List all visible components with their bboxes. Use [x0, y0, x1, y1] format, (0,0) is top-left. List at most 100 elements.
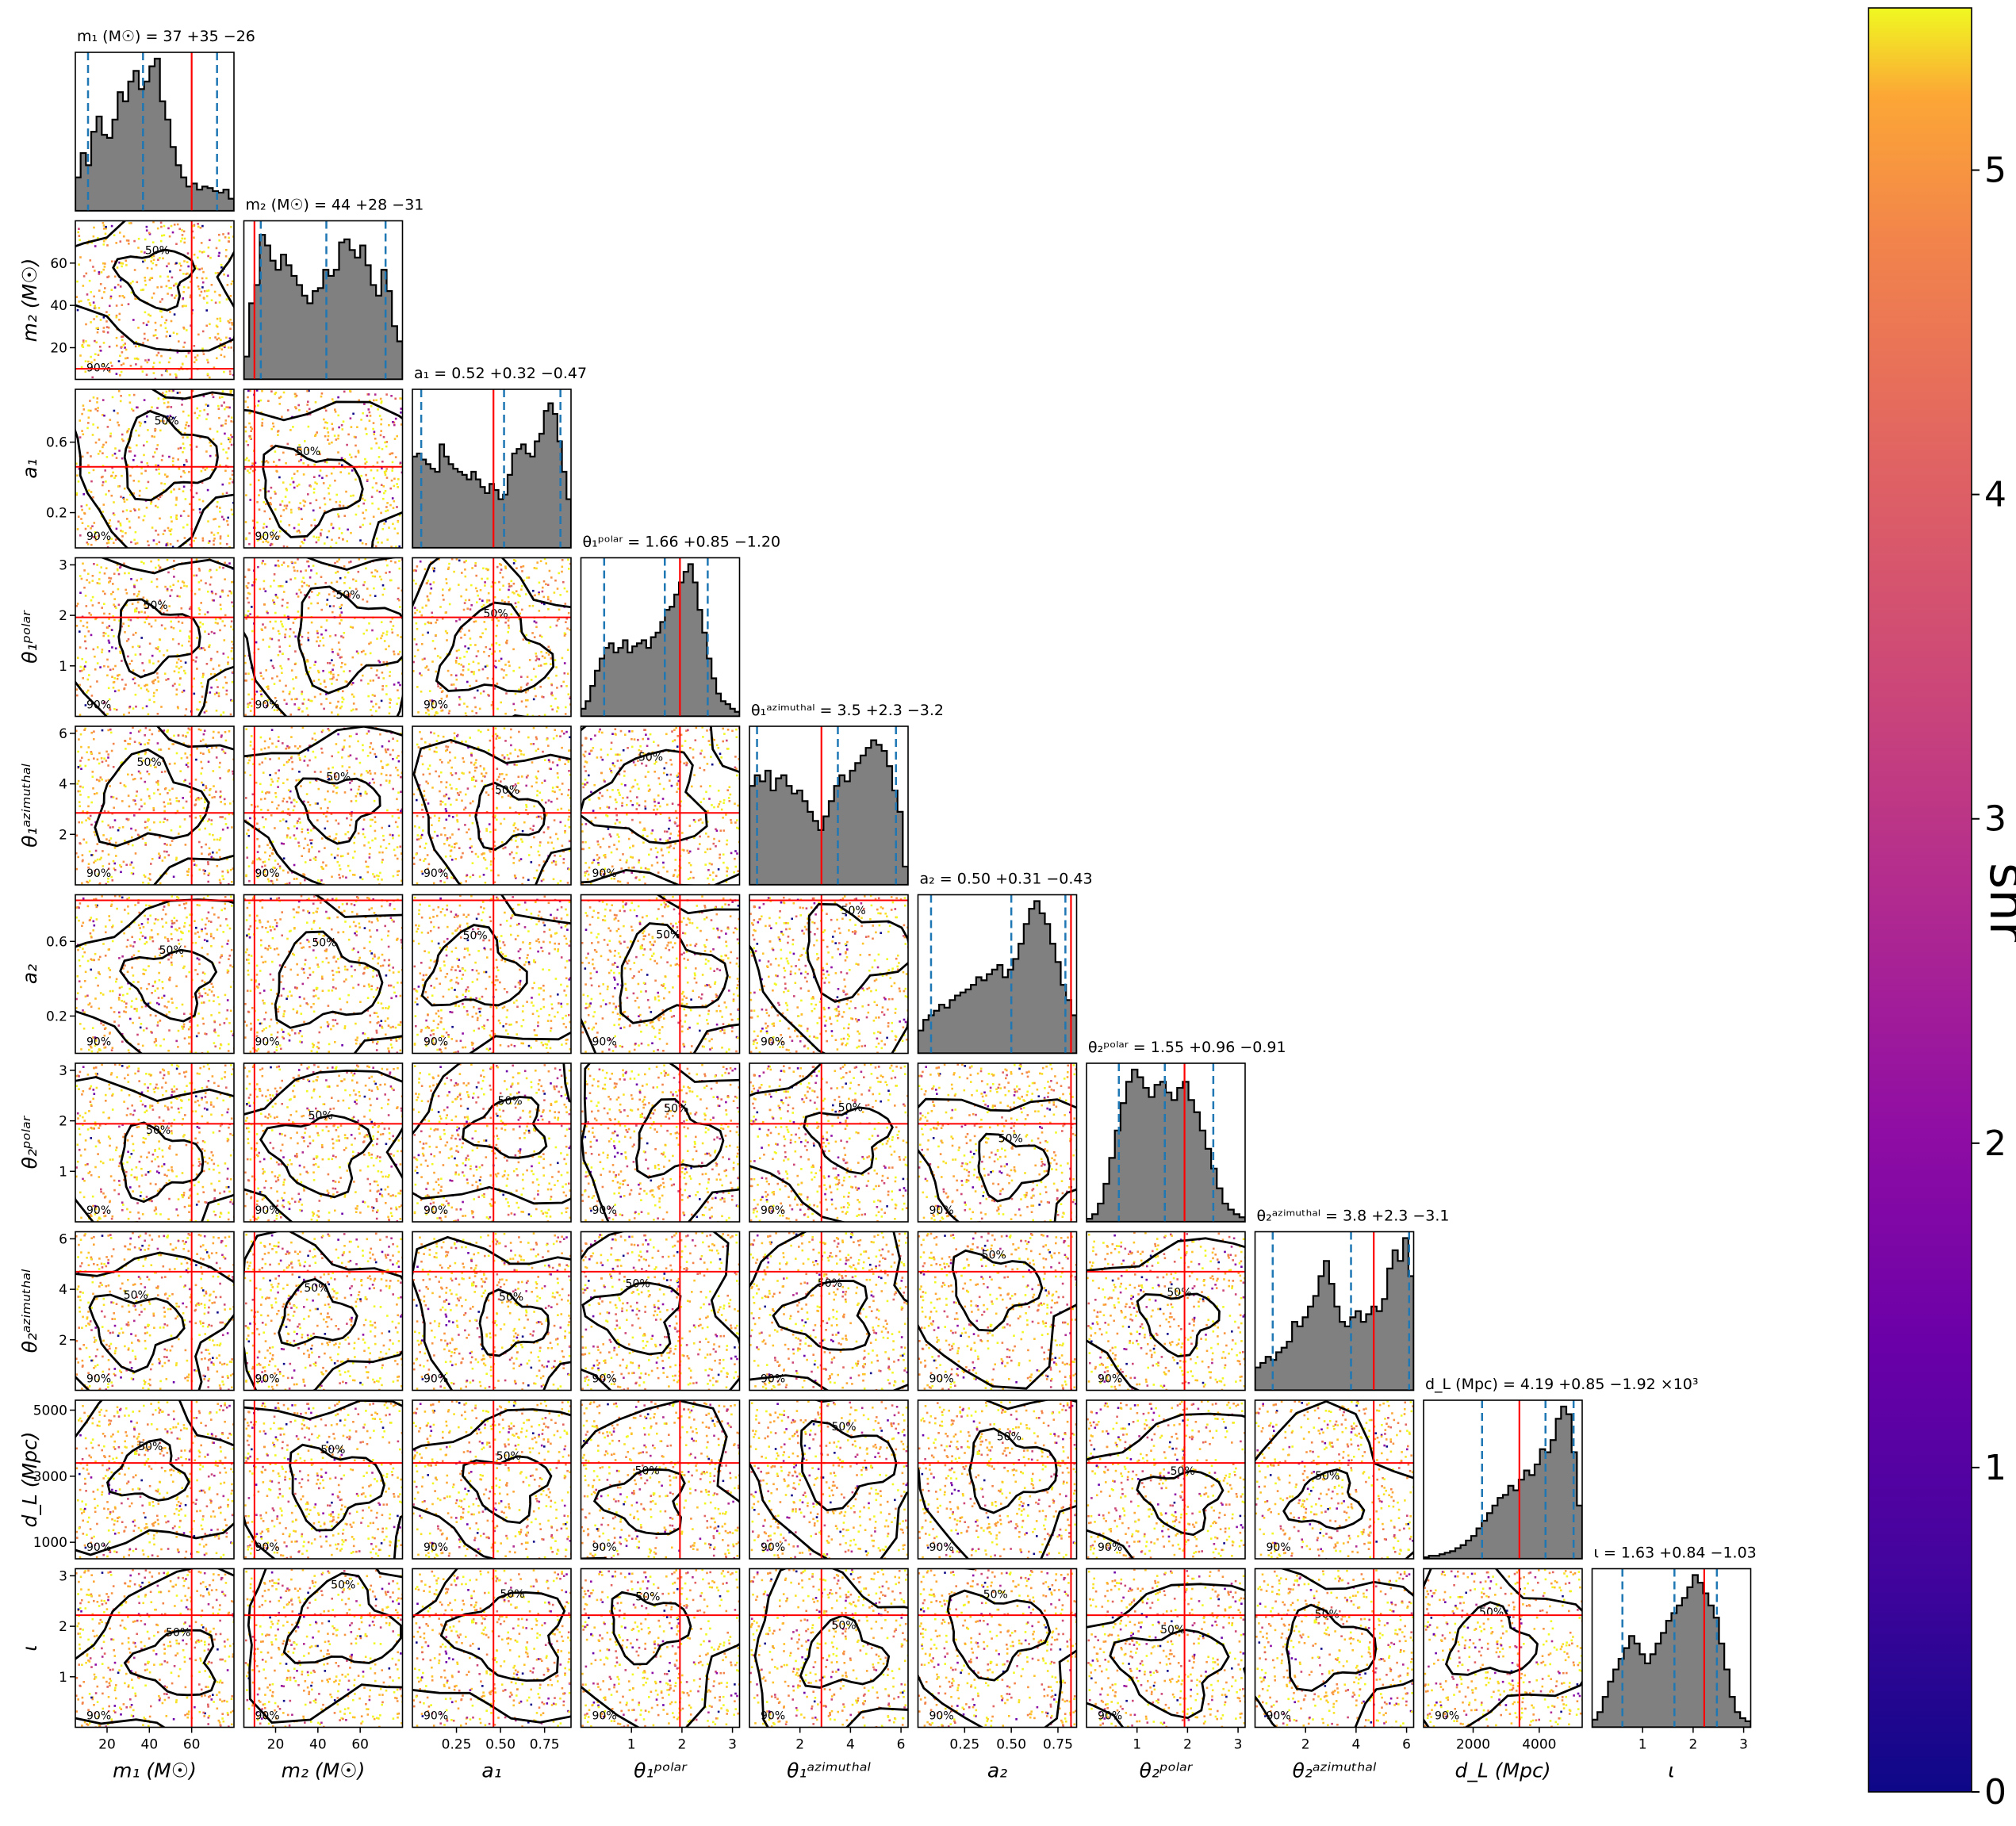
y-tick-label: 4: [59, 777, 67, 793]
scatter-point: [86, 344, 90, 346]
scatter-point: [287, 789, 290, 791]
scatter-point: [547, 677, 550, 679]
scatter-point: [259, 489, 262, 492]
scatter-point: [368, 400, 371, 402]
scatter-point: [535, 567, 538, 570]
scatter-point: [105, 542, 109, 545]
scatter-point: [167, 401, 170, 404]
scatter-point: [339, 606, 341, 608]
contour-label-90: 90%: [424, 867, 448, 880]
scatter-point: [221, 396, 224, 399]
scatter-point: [119, 240, 122, 243]
scatter-point: [310, 842, 312, 844]
scatter-point: [470, 604, 473, 607]
scatter-point: [136, 595, 139, 598]
scatter-point: [102, 342, 105, 344]
scatter-point: [303, 537, 306, 539]
scatter-point: [189, 791, 192, 793]
scatter-point: [102, 503, 105, 506]
scatter-point: [132, 645, 134, 649]
scatter-point: [381, 765, 384, 768]
scatter-point: [146, 266, 149, 270]
scatter-point: [214, 301, 217, 304]
scatter-point: [416, 686, 419, 688]
scatter-point: [258, 857, 260, 859]
scatter-point: [159, 361, 161, 364]
scatter-point: [567, 760, 570, 764]
scatter-point: [102, 262, 105, 265]
scatter-point: [332, 605, 335, 607]
scatter-point: [286, 800, 289, 803]
scatter-point: [119, 279, 122, 281]
scatter-point: [75, 462, 78, 465]
scatter-point: [207, 289, 210, 292]
scatter-point: [474, 761, 477, 764]
scatter-point: [333, 595, 336, 598]
scatter-point: [149, 764, 152, 767]
scatter-point: [219, 507, 221, 509]
scatter-point: [514, 602, 517, 605]
scatter-point: [478, 707, 481, 710]
scatter-point: [380, 400, 383, 403]
scatter-point: [433, 570, 435, 572]
scatter-point: [122, 622, 125, 625]
scatter-point: [92, 469, 95, 472]
scatter-point: [397, 532, 399, 534]
scatter-point: [681, 832, 684, 834]
scatter-point: [77, 657, 79, 659]
scatter-point: [166, 406, 169, 408]
scatter-point: [623, 770, 626, 773]
scatter-point: [211, 599, 214, 602]
scatter-point: [274, 564, 277, 567]
scatter-point: [178, 262, 181, 265]
scatter-point: [141, 706, 144, 710]
scatter-point: [499, 572, 502, 574]
scatter-point: [113, 452, 117, 455]
scatter-point: [192, 508, 195, 511]
scatter-point: [152, 539, 155, 542]
scatter-point: [265, 540, 267, 542]
scatter-point: [128, 711, 130, 714]
scatter-point: [145, 705, 148, 708]
scatter-point: [501, 754, 504, 756]
scatter-point: [248, 422, 251, 425]
scatter-point: [178, 667, 181, 670]
contour-50: [474, 781, 546, 851]
scatter-point: [438, 558, 440, 561]
scatter-point: [343, 745, 346, 748]
scatter-point: [177, 706, 179, 710]
scatter-point: [148, 313, 150, 316]
scatter-point: [145, 618, 148, 620]
scatter-point: [458, 778, 461, 780]
scatter-point: [389, 503, 392, 507]
scatter-point: [374, 772, 377, 775]
scatter-point: [424, 622, 427, 626]
scatter-point: [314, 434, 316, 437]
scatter-point: [513, 592, 515, 595]
scatter-point: [163, 672, 167, 675]
scatter-point: [132, 319, 135, 321]
scatter-point: [401, 659, 403, 661]
scatter-point: [397, 825, 399, 829]
scatter-point: [370, 447, 373, 450]
scatter-point: [393, 438, 397, 440]
scatter-point: [372, 679, 374, 682]
scatter-point: [168, 605, 171, 607]
scatter-point: [89, 685, 92, 688]
scatter-point: [609, 768, 611, 771]
panel-frame: [243, 389, 404, 549]
scatter-point: [369, 652, 372, 655]
scatter-point: [460, 856, 463, 859]
scatter-point: [256, 501, 259, 503]
scatter-point: [265, 503, 267, 506]
scatter-point: [198, 569, 201, 572]
scatter-point: [283, 504, 286, 507]
scatter-point: [198, 588, 201, 591]
scatter-point: [485, 645, 488, 649]
scatter-point: [250, 426, 252, 429]
scatter-point: [228, 769, 231, 771]
scatter-point: [333, 784, 335, 787]
scatter-point: [385, 764, 388, 767]
scatter-point: [310, 524, 312, 526]
scatter-point: [122, 496, 125, 500]
